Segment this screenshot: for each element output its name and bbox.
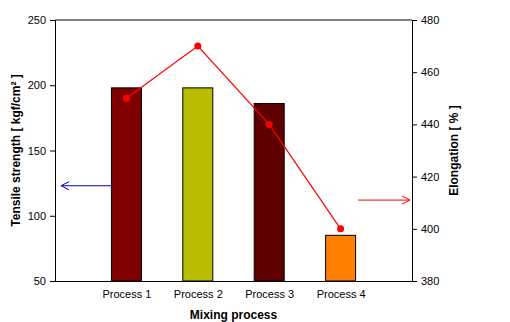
y-axis-title: Tensile strength [ kgf/cm² ] — [9, 74, 23, 226]
arrow-shaft — [61, 185, 113, 186]
tick-mark — [412, 20, 417, 21]
tick-label: 200 — [28, 79, 46, 91]
tick: 200 — [28, 79, 55, 91]
tick-mark — [50, 216, 55, 217]
marker — [337, 225, 344, 232]
tick: 460 — [412, 66, 439, 78]
tick-label: 420 — [421, 171, 439, 183]
arrow-shaft — [358, 200, 410, 201]
tick-label: 100 — [28, 210, 46, 222]
x-axis: Process 1 Process 2 Process 3 Process 4 — [56, 281, 413, 300]
arrow-head — [402, 196, 410, 204]
tick: 100 — [28, 210, 55, 222]
frame — [55, 20, 412, 21]
marker — [266, 121, 273, 128]
tick-mark — [412, 177, 417, 178]
tick-label: Process 3 — [245, 288, 294, 300]
tick: 250 — [28, 14, 55, 26]
tick-label: 460 — [421, 66, 439, 78]
tick-mark — [412, 72, 417, 73]
bar — [183, 88, 213, 281]
tick: Process 2 — [174, 281, 223, 300]
bar — [326, 235, 356, 281]
tick-mark — [412, 281, 417, 282]
tick: 480 — [412, 14, 439, 26]
tick-label: 440 — [421, 118, 439, 130]
y2-axis: 380 400 420 440 460 480 — [412, 14, 439, 287]
tick-mark — [412, 229, 417, 230]
tick-label: 150 — [28, 145, 46, 157]
right-axis-arrow — [358, 196, 410, 204]
tick-label: Process 4 — [317, 288, 366, 300]
tick-label: 400 — [421, 223, 439, 235]
x-axis-title: Mixing process — [190, 308, 278, 322]
tick-label: Process 2 — [174, 288, 223, 300]
axis-line — [413, 21, 418, 282]
arrow-head — [61, 182, 69, 190]
tick-mark — [50, 151, 55, 152]
axis-line — [56, 281, 413, 282]
tick: 400 — [412, 223, 439, 235]
tick: 50 — [34, 275, 55, 287]
chart: Process 1 Process 2 Process 3 Process 4 50 10… — [0, 0, 510, 322]
tick-mark — [50, 281, 55, 282]
tick-mark — [412, 124, 417, 125]
y2-axis-title: Elongation [ % ] — [447, 105, 461, 196]
tick: Process 3 — [245, 281, 294, 300]
left-axis-arrow — [61, 182, 113, 190]
tick: 420 — [412, 171, 439, 183]
bar — [111, 88, 141, 281]
tick-mark — [50, 85, 55, 86]
tick-label: 250 — [28, 14, 46, 26]
tick: 150 — [28, 145, 55, 157]
plot: Process 1 Process 2 Process 3 Process 4 50 10… — [28, 14, 440, 300]
axis-line — [50, 21, 56, 282]
tick-label: Process 1 — [102, 288, 151, 300]
tick: Process 4 — [317, 281, 366, 300]
marks — [111, 43, 355, 281]
tick: Process 1 — [102, 281, 151, 300]
marker — [123, 95, 130, 102]
bar — [254, 104, 284, 281]
tick: 440 — [412, 118, 439, 130]
marker — [194, 43, 201, 50]
y-axis: 50 100 150 200 250 — [28, 14, 56, 287]
line — [126, 46, 340, 229]
tick-label: 480 — [421, 14, 439, 26]
tick-mark — [50, 20, 55, 21]
tick-label: 380 — [421, 275, 439, 287]
tick: 380 — [412, 275, 439, 287]
tick-label: 50 — [34, 275, 46, 287]
